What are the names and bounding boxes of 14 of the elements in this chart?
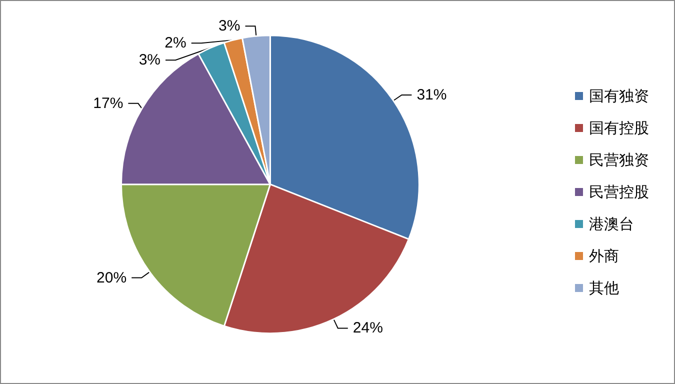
data-label: 20% bbox=[96, 269, 127, 286]
data-label: 24% bbox=[352, 320, 383, 337]
data-label: 31% bbox=[416, 86, 447, 104]
data-label: 17% bbox=[93, 94, 124, 112]
legend-label: 港澳台 bbox=[589, 215, 634, 233]
data-label: 3% bbox=[138, 52, 161, 69]
legend-label: 外商 bbox=[589, 247, 619, 265]
legend-label: 民营控股 bbox=[589, 183, 649, 201]
legend-label: 国有控股 bbox=[589, 119, 649, 137]
data-label: 2% bbox=[164, 34, 186, 52]
legend-label: 民营独资 bbox=[589, 151, 649, 169]
legend-label: 其他 bbox=[589, 279, 619, 297]
legend-label: 国有独资 bbox=[589, 87, 649, 105]
data-label: 3% bbox=[218, 18, 240, 35]
